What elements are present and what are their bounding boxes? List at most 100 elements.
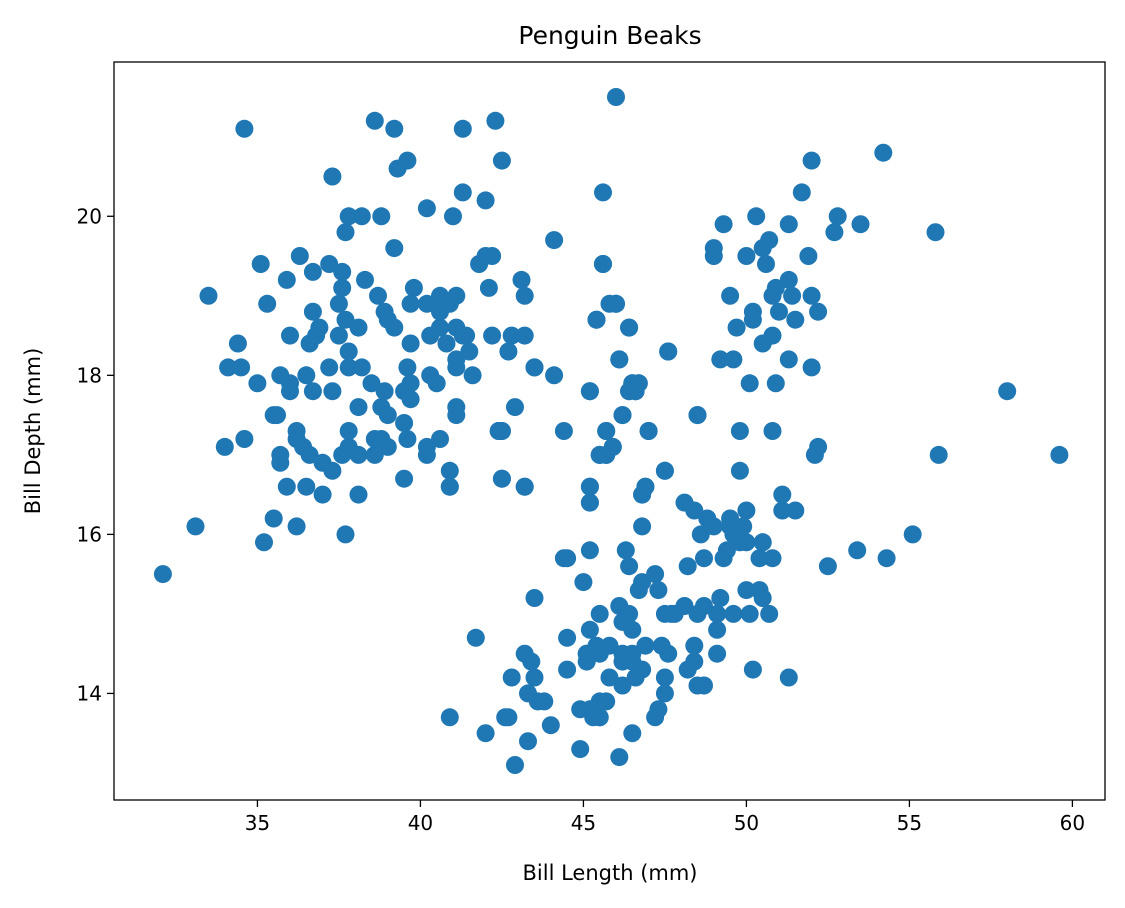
data-point — [711, 350, 730, 369]
data-point — [303, 302, 322, 321]
data-point — [277, 477, 296, 496]
data-point — [398, 358, 417, 377]
data-point — [636, 636, 655, 655]
x-tick-label: 60 — [1060, 811, 1085, 835]
data-point — [655, 604, 674, 623]
x-axis: 35 40 45 50 55 60 — [245, 800, 1085, 835]
data-point — [903, 525, 922, 544]
data-point — [730, 461, 749, 480]
data-point — [525, 589, 544, 607]
data-point — [620, 382, 639, 401]
data-point — [610, 350, 629, 369]
data-point — [600, 668, 619, 687]
data-point — [417, 437, 436, 456]
data-point — [499, 708, 518, 727]
data-point — [506, 756, 524, 774]
data-point — [290, 247, 309, 265]
data-point — [708, 620, 727, 639]
data-point — [610, 748, 629, 767]
data-point — [763, 286, 782, 305]
x-axis-label: Bill Length (mm) — [523, 861, 698, 885]
data-point — [724, 350, 743, 369]
data-point — [675, 493, 694, 512]
data-point — [401, 374, 420, 393]
data-point — [597, 422, 616, 440]
data-point — [264, 509, 283, 528]
y-tick-label: 16 — [77, 522, 102, 546]
data-point — [215, 437, 234, 456]
data-point — [698, 509, 717, 528]
data-point — [303, 262, 322, 281]
data-point — [153, 565, 172, 584]
data-point — [743, 660, 762, 679]
data-point — [492, 422, 511, 440]
data-point — [786, 501, 805, 520]
data-point — [417, 199, 436, 218]
data-point — [356, 270, 374, 289]
x-tick-label: 50 — [734, 811, 759, 835]
y-axis: 14 16 18 20 — [77, 204, 114, 705]
data-point — [522, 652, 541, 671]
data-point — [492, 469, 511, 488]
data-point — [799, 247, 818, 265]
data-point — [545, 366, 564, 385]
data-point — [437, 334, 456, 353]
x-tick-label: 35 — [245, 811, 270, 835]
data-point — [300, 445, 319, 464]
data-point — [297, 366, 316, 385]
data-point — [571, 740, 590, 759]
data-point — [483, 326, 502, 345]
data-point — [310, 318, 329, 337]
data-point — [724, 604, 743, 623]
data-point — [613, 406, 632, 425]
data-point — [580, 477, 599, 496]
data-point — [809, 302, 828, 321]
data-point — [590, 604, 609, 623]
data-point — [659, 342, 678, 361]
data-point — [519, 684, 537, 703]
data-point — [365, 445, 384, 464]
data-point — [688, 676, 707, 695]
data-point — [786, 310, 805, 329]
data-point — [877, 549, 896, 568]
data-point — [339, 358, 358, 377]
data-point — [483, 247, 502, 265]
data-point — [440, 461, 459, 480]
data-point — [587, 310, 606, 329]
data-point — [783, 286, 802, 305]
data-point — [486, 111, 505, 130]
data-point — [623, 724, 642, 743]
data-point — [378, 437, 397, 456]
data-point — [232, 358, 251, 377]
data-point — [287, 422, 306, 440]
data-point — [607, 88, 625, 106]
data-point — [303, 382, 322, 401]
data-point — [779, 668, 798, 687]
data-point — [417, 294, 436, 313]
data-point — [369, 286, 387, 305]
data-point — [708, 644, 727, 663]
data-point — [730, 533, 749, 552]
data-point — [802, 358, 821, 377]
data-point — [401, 334, 420, 353]
data-point — [802, 151, 821, 170]
data-point — [499, 342, 518, 361]
data-point — [492, 151, 511, 170]
data-point — [998, 382, 1017, 401]
data-point — [753, 533, 772, 552]
data-point — [401, 294, 420, 313]
data-point — [333, 262, 352, 281]
data-point — [792, 183, 811, 202]
data-point — [398, 430, 417, 448]
data-point — [395, 469, 414, 488]
data-point — [352, 358, 371, 377]
data-point — [336, 223, 355, 242]
data-point — [714, 215, 733, 234]
data-point — [525, 358, 544, 377]
data-point — [580, 493, 599, 512]
x-tick-label: 55 — [897, 811, 922, 835]
data-point — [717, 541, 736, 560]
data-point — [688, 406, 707, 425]
data-point — [802, 286, 821, 305]
data-point — [558, 660, 577, 679]
